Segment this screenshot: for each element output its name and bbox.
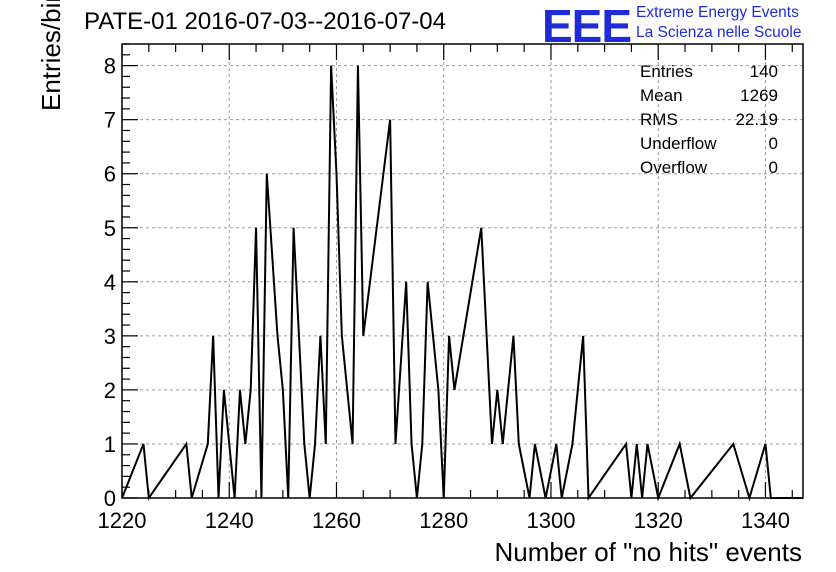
stat-label: Underflow: [640, 134, 717, 153]
y-tick-label: 6: [104, 162, 116, 187]
y-tick-label: 3: [104, 324, 116, 349]
y-tick-label: 5: [104, 216, 116, 241]
stat-underflow: Underflow 0: [640, 132, 778, 156]
logo-line-2: La Scienza nelle Scuole: [636, 24, 802, 41]
y-tick-label: 0: [104, 486, 116, 511]
axes: [121, 43, 804, 499]
stat-value: 1269: [740, 86, 778, 105]
stat-value: 140: [749, 62, 778, 81]
stat-value: 0: [768, 158, 778, 177]
stat-overflow: Overflow 0: [640, 156, 778, 180]
logo-caption: Extreme Energy Events La Scienza nelle S…: [636, 3, 801, 43]
stat-entries: Entries 140: [640, 60, 778, 84]
x-tick-label: 1340: [741, 508, 790, 533]
tick-labels: 1220 1240 1260 1280 1300 1320 1340 0 1 2 3 4 5 6 7 8: [98, 54, 790, 533]
stats-box: Entries 140 Mean 1269 RMS 22.19 Underflow 0 …: [640, 60, 778, 180]
logo-line-1: Extreme Energy Events: [636, 4, 799, 21]
stat-value: 0: [768, 134, 778, 153]
stat-label: Entries: [640, 62, 693, 81]
stat-value: 22.19: [735, 110, 778, 129]
plot-title: PATE-01 2016-07-03--2016-07-04: [84, 8, 446, 35]
stat-label: Overflow: [640, 158, 708, 177]
eee-logo: EEE: [542, 0, 632, 52]
stat-rms: RMS 22.19: [640, 108, 778, 132]
x-tick-label: 1260: [312, 508, 361, 533]
x-tick-label: 1240: [205, 508, 254, 533]
y-axis-label: Entries/bin: [36, 0, 67, 111]
x-tick-label: 1300: [526, 508, 575, 533]
y-tick-label: 2: [104, 378, 116, 403]
histogram-outline: [121, 65, 803, 502]
stat-label: RMS: [640, 110, 678, 129]
stat-label: Mean: [640, 86, 683, 105]
x-tick-label: 1320: [634, 508, 683, 533]
y-axis-label-text: Entries/bin: [36, 0, 66, 111]
y-tick-label: 1: [104, 432, 116, 457]
x-tick-label: 1220: [98, 508, 147, 533]
y-tick-label: 8: [104, 54, 116, 79]
y-tick-label: 7: [104, 108, 116, 133]
stat-mean: Mean 1269: [640, 84, 778, 108]
x-tick-label: 1280: [419, 508, 468, 533]
x-axis-label: Number of "no hits" events: [494, 537, 803, 567]
y-tick-label: 4: [104, 270, 116, 295]
